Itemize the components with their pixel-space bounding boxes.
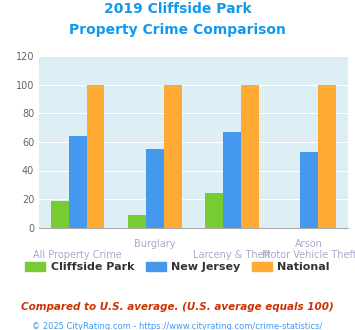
Bar <box>164 85 181 228</box>
Text: Compared to U.S. average. (U.S. average equals 100): Compared to U.S. average. (U.S. average … <box>21 302 334 312</box>
Bar <box>87 85 104 228</box>
Bar <box>206 193 223 228</box>
Text: 2019 Cliffside Park: 2019 Cliffside Park <box>104 2 251 16</box>
Bar <box>69 136 87 228</box>
Text: Larceny & Theft: Larceny & Theft <box>193 250 271 260</box>
Bar <box>146 149 164 228</box>
Text: All Property Crime: All Property Crime <box>33 250 122 260</box>
Bar <box>241 85 259 228</box>
Bar <box>128 215 146 228</box>
Bar <box>223 132 241 228</box>
Text: Motor Vehicle Theft: Motor Vehicle Theft <box>262 250 355 260</box>
Bar <box>51 201 69 228</box>
Bar <box>300 152 318 228</box>
Text: Arson: Arson <box>295 239 323 249</box>
Text: Property Crime Comparison: Property Crime Comparison <box>69 23 286 37</box>
Text: © 2025 CityRating.com - https://www.cityrating.com/crime-statistics/: © 2025 CityRating.com - https://www.city… <box>32 322 323 330</box>
Legend: Cliffside Park, New Jersey, National: Cliffside Park, New Jersey, National <box>21 257 334 277</box>
Bar <box>318 85 336 228</box>
Text: Burglary: Burglary <box>134 239 176 249</box>
